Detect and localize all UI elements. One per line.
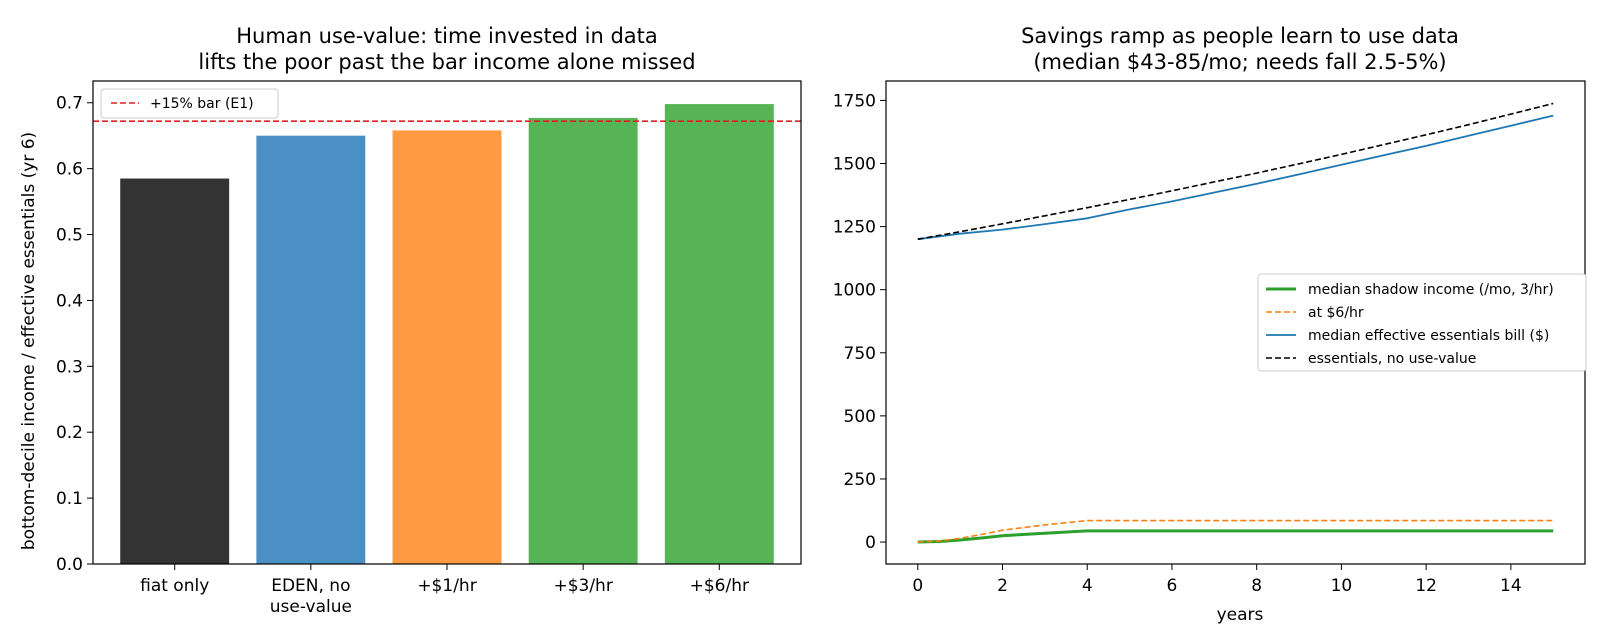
- x-tick-label: use-value: [270, 597, 352, 617]
- line-chart-x-axis-label: years: [1217, 605, 1264, 625]
- bar-chart-y-ticks: 0.0 0.1 0.2 0.3 0.4 0.5 0.6 0.7: [56, 94, 93, 575]
- bar-chart: Human use-value: time invested in data l…: [19, 24, 802, 617]
- x-tick-label: 14: [1500, 576, 1522, 596]
- bar: [528, 117, 638, 565]
- bar-legend-box: [100, 88, 279, 119]
- series-line: [917, 102, 1554, 240]
- x-tick-label: 10: [1331, 576, 1353, 596]
- bar: [392, 130, 502, 564]
- line-chart-y-ticks: 0 250 500 750 1000 1250 1500 1750: [833, 91, 886, 553]
- line-legend-items: median shadow income (/mo, 3/hr) at $6/hr…: [1266, 282, 1554, 367]
- bar-chart-title-line-2: lifts the poor past the bar income alone…: [198, 50, 695, 74]
- y-tick-label: 250: [844, 470, 876, 490]
- bar-chart-axes-frame: [92, 80, 802, 565]
- series-line: [917, 519, 1554, 543]
- y-tick-label: 0.5: [56, 226, 83, 246]
- bar: [664, 104, 774, 565]
- legend-label: essentials, no use-value: [1308, 351, 1476, 367]
- y-tick-label: 0: [865, 533, 876, 553]
- y-tick-label: 0.0: [56, 555, 83, 575]
- series-line: [917, 529, 1554, 544]
- y-tick-label: 0.2: [56, 423, 83, 443]
- line-chart: Savings ramp as people learn to use data…: [833, 24, 1587, 625]
- line-chart-x-ticks: 0 2 4 6 8 10 12 14: [912, 564, 1522, 596]
- legend-label: at $6/hr: [1308, 305, 1364, 321]
- x-tick-label: 4: [1082, 576, 1093, 596]
- x-tick-label: 12: [1415, 576, 1437, 596]
- y-tick-label: 1750: [833, 91, 876, 111]
- legend-label: median shadow income (/mo, 3/hr): [1308, 282, 1554, 298]
- y-tick-label: 0.3: [56, 357, 83, 377]
- x-tick-label: +$6/hr: [690, 576, 749, 596]
- bar: [256, 135, 366, 564]
- x-tick-label: 0: [912, 576, 923, 596]
- x-tick-label: EDEN, no: [271, 576, 350, 596]
- reference-line-legend-label: +15% bar (E1): [150, 96, 254, 112]
- bar-chart-bars: [120, 104, 774, 565]
- line-chart-title: Savings ramp as people learn to use data…: [1021, 24, 1459, 74]
- x-tick-label: +$3/hr: [553, 576, 612, 596]
- y-tick-label: 0.4: [56, 291, 83, 311]
- y-tick-label: 1000: [833, 281, 876, 301]
- x-tick-label: 8: [1251, 576, 1262, 596]
- bar: [120, 178, 230, 564]
- line-chart-series: [917, 102, 1554, 544]
- line-chart-title-line-1: Savings ramp as people learn to use data: [1021, 24, 1459, 48]
- y-tick-label: 0.6: [56, 160, 83, 180]
- y-tick-label: 500: [844, 407, 876, 427]
- legend-label: median effective essentials bill ($): [1308, 328, 1549, 344]
- series-line: [917, 114, 1554, 241]
- y-tick-label: 0.1: [56, 489, 83, 509]
- y-tick-label: 750: [844, 344, 876, 364]
- x-tick-label: fiat only: [140, 576, 209, 596]
- bar-chart-title-line-1: Human use-value: time invested in data: [236, 24, 658, 48]
- y-tick-label: 0.7: [56, 94, 83, 114]
- y-tick-label: 1500: [833, 155, 876, 175]
- x-tick-label: 6: [1167, 576, 1178, 596]
- x-tick-label: +$1/hr: [417, 576, 476, 596]
- bar-chart-title: Human use-value: time invested in data l…: [198, 24, 695, 74]
- bar-chart-legend: +15% bar (E1): [100, 88, 279, 119]
- x-tick-label: 2: [997, 576, 1008, 596]
- y-tick-label: 1250: [833, 218, 876, 238]
- line-legend-box: [1257, 273, 1587, 372]
- line-chart-legend: median shadow income (/mo, 3/hr) at $6/hr…: [1257, 273, 1587, 372]
- line-chart-title-line-2: (median $43-85/mo; needs fall 2.5-5%): [1033, 50, 1446, 74]
- bar-chart-y-axis-label: bottom-decile income / effective essenti…: [19, 132, 39, 550]
